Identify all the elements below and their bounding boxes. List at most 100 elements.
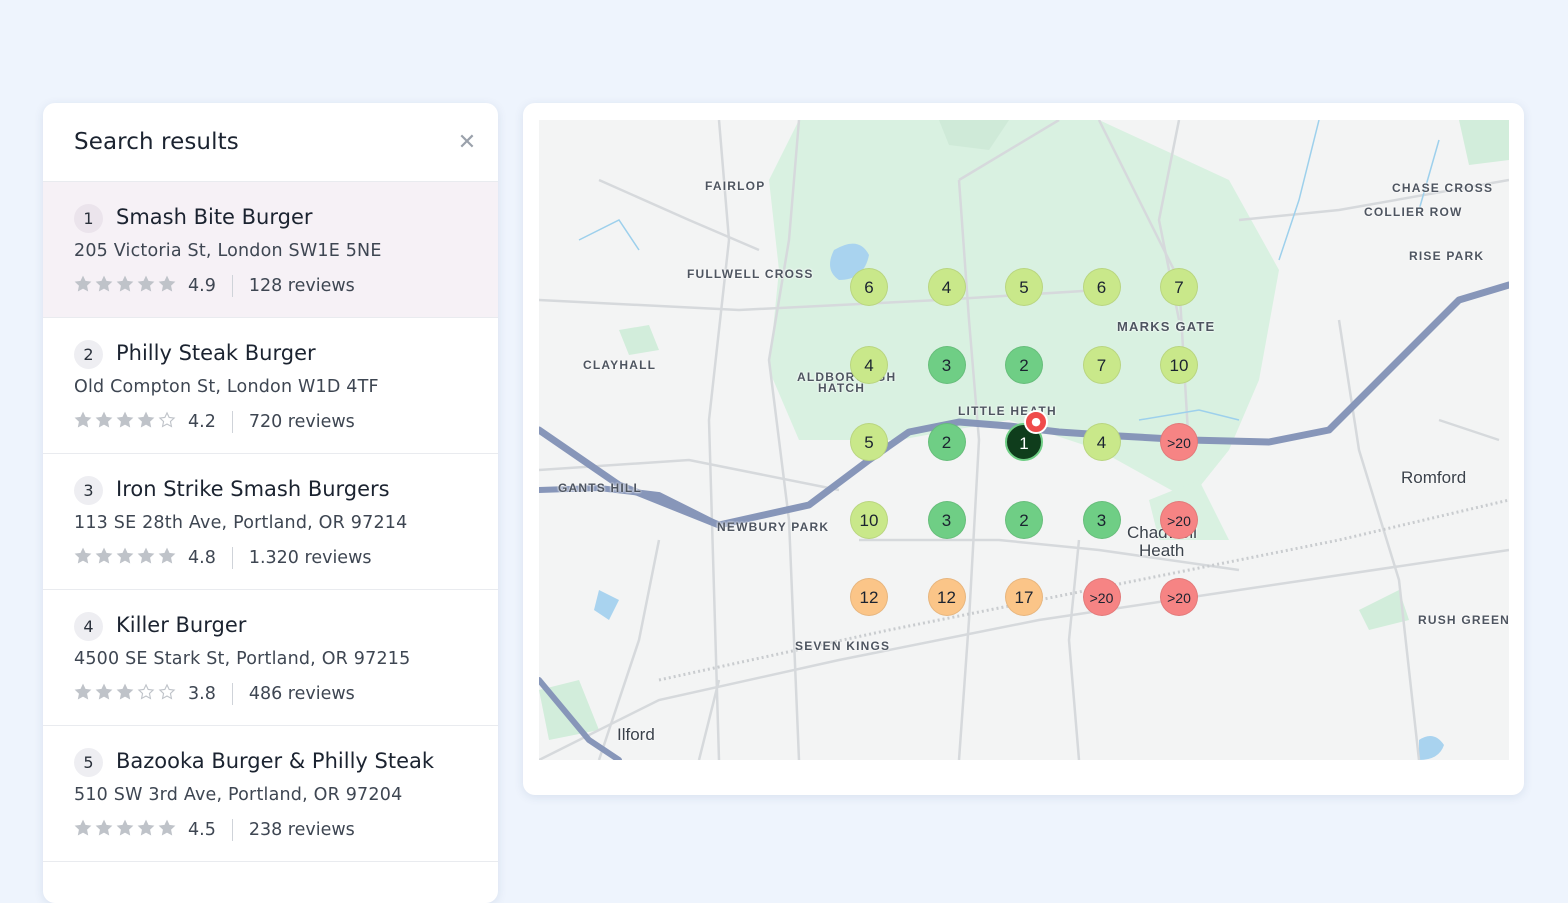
rank-pin[interactable]: 2 xyxy=(1005,500,1043,539)
rank-pin[interactable]: >20 xyxy=(1082,578,1121,616)
star-icon xyxy=(137,547,155,570)
rating-value: 3.8 xyxy=(188,684,216,704)
close-icon[interactable]: ✕ xyxy=(457,130,477,155)
result-meta: 4.8 1.320 reviews xyxy=(74,546,372,570)
result-meta: 4.5 238 reviews xyxy=(74,818,355,842)
review-count: 486 reviews xyxy=(248,684,355,704)
rank-pin[interactable]: 10 xyxy=(1160,345,1198,384)
star-icon xyxy=(74,683,92,706)
star-icon xyxy=(116,411,134,434)
review-count: 238 reviews xyxy=(248,820,355,840)
star-icon xyxy=(137,683,155,706)
rank-pin[interactable]: 5 xyxy=(1005,268,1043,306)
rating-stars xyxy=(74,819,176,842)
divider xyxy=(231,547,233,569)
place-label: HATCH xyxy=(818,381,866,395)
place-label: RUSH GREEN xyxy=(1418,613,1509,627)
star-icon xyxy=(116,819,134,842)
rank-badge: 5 xyxy=(74,748,103,777)
rating-value: 4.9 xyxy=(188,276,216,296)
rank-badge: 2 xyxy=(74,340,103,369)
rank-pin[interactable]: 4 xyxy=(1082,423,1121,461)
star-icon xyxy=(158,547,176,570)
star-icon xyxy=(95,275,113,298)
rank-pin[interactable]: 7 xyxy=(1160,268,1198,306)
rank-badge: 1 xyxy=(74,204,103,233)
star-icon xyxy=(74,275,92,298)
result-address: 205 Victoria St, London SW1E 5NE xyxy=(74,241,382,261)
rank-pin[interactable]: 3 xyxy=(927,500,966,539)
result-item[interactable]: 4 Killer Burger 4500 SE Stark St, Portland… xyxy=(43,590,498,726)
star-icon xyxy=(74,819,92,842)
star-icon xyxy=(74,547,92,570)
star-icon xyxy=(116,275,134,298)
rank-badge: 4 xyxy=(74,612,103,641)
star-icon xyxy=(158,275,176,298)
review-count: 128 reviews xyxy=(248,276,355,296)
place-label: COLLIER ROW xyxy=(1364,205,1463,219)
star-icon xyxy=(95,819,113,842)
place-label: NEWBURY PARK xyxy=(717,520,830,534)
result-item[interactable]: 2 Philly Steak Burger Old Compton St, Lond… xyxy=(43,318,498,454)
rank-pin[interactable]: 2 xyxy=(927,423,966,461)
star-icon xyxy=(158,683,176,706)
result-address: 4500 SE Stark St, Portland, OR 97215 xyxy=(74,649,411,669)
rank-pin[interactable]: >20 xyxy=(1160,578,1198,616)
star-icon xyxy=(116,547,134,570)
place-label: SEVEN KINGS xyxy=(795,639,891,653)
rating-value: 4.5 xyxy=(188,820,216,840)
town-label: Romford xyxy=(1401,468,1467,487)
rank-pin[interactable]: 3 xyxy=(1082,500,1121,539)
rating-stars xyxy=(74,547,176,570)
rank-pin[interactable]: >20 xyxy=(1160,423,1198,461)
place-label: FULLWELL CROSS xyxy=(687,267,814,281)
search-results-panel: Search results ✕ 1 Smash Bite Burger 205 V… xyxy=(43,103,498,903)
star-icon xyxy=(137,411,155,434)
result-name[interactable]: Bazooka Burger & Philly Steak xyxy=(116,749,435,773)
star-icon xyxy=(158,411,176,434)
location-marker-icon[interactable]: ● xyxy=(1024,410,1048,434)
place-label: MARKS GATE xyxy=(1117,319,1216,334)
place-label: GANTS HILL xyxy=(558,481,642,495)
result-name[interactable]: Iron Strike Smash Burgers xyxy=(116,477,390,501)
star-icon xyxy=(116,683,134,706)
star-icon xyxy=(95,411,113,434)
rating-value: 4.2 xyxy=(188,412,216,432)
result-meta: 3.8 486 reviews xyxy=(74,682,355,706)
divider xyxy=(231,819,233,841)
rank-pin[interactable]: 12 xyxy=(850,578,888,616)
rank-pin[interactable]: 12 xyxy=(927,578,966,616)
result-item[interactable]: 3 Iron Strike Smash Burgers 113 SE 28th Av… xyxy=(43,454,498,590)
rank-pin[interactable]: 17 xyxy=(1005,578,1043,616)
rank-pin[interactable]: 5 xyxy=(850,423,888,461)
rank-pin[interactable]: 10 xyxy=(850,500,888,539)
rank-pin[interactable]: >20 xyxy=(1160,500,1198,539)
divider xyxy=(231,683,233,705)
star-icon xyxy=(137,819,155,842)
result-name[interactable]: Philly Steak Burger xyxy=(116,341,316,365)
review-count: 720 reviews xyxy=(248,412,355,432)
result-name[interactable]: Killer Burger xyxy=(116,613,247,637)
review-count: 1.320 reviews xyxy=(248,548,372,568)
rank-badge: 3 xyxy=(74,476,103,505)
result-name[interactable]: Smash Bite Burger xyxy=(116,205,313,229)
result-item[interactable]: 1 Smash Bite Burger 205 Victoria St, Londo… xyxy=(43,182,498,318)
map[interactable]: FAIRLOP FULLWELL CROSS CLAYHALL ALDBOROU… xyxy=(539,120,1509,760)
place-label: CLAYHALL xyxy=(583,358,657,372)
rating-stars xyxy=(74,411,176,434)
divider xyxy=(231,275,233,297)
rank-pin[interactable]: 7 xyxy=(1082,345,1121,384)
result-meta: 4.2 720 reviews xyxy=(74,410,355,434)
rating-value: 4.8 xyxy=(188,548,216,568)
rank-pin[interactable]: 4 xyxy=(850,345,888,384)
result-address: 113 SE 28th Ave, Portland, OR 97214 xyxy=(74,513,408,533)
rating-stars xyxy=(74,275,176,298)
rank-pin[interactable]: 4 xyxy=(927,268,966,306)
panel-title: Search results xyxy=(74,129,239,155)
star-icon xyxy=(95,547,113,570)
rank-pin[interactable]: 3 xyxy=(927,345,966,384)
rank-pin[interactable]: 6 xyxy=(850,268,888,306)
rank-pin[interactable]: 6 xyxy=(1082,268,1121,306)
rank-pin[interactable]: 2 xyxy=(1005,345,1043,384)
result-item[interactable]: 5 Bazooka Burger & Philly Steak 510 SW 3rd… xyxy=(43,726,498,862)
